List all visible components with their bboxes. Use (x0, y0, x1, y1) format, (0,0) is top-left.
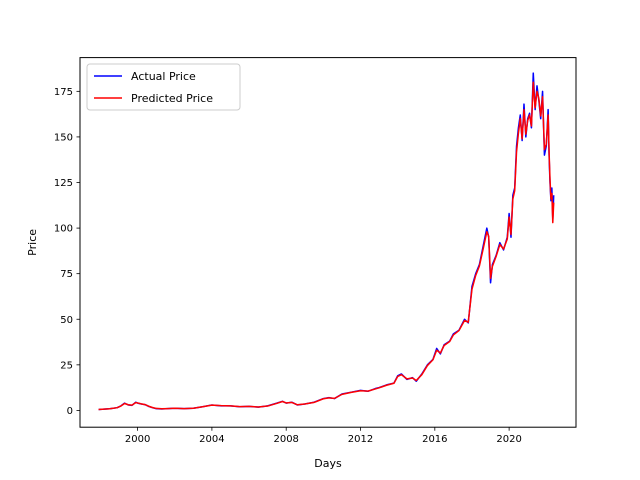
plot-frame (79, 57, 577, 428)
y-tick-label: 100 (54, 224, 73, 235)
x-tick-label: 2004 (199, 434, 224, 445)
x-tick-label: 2012 (348, 434, 373, 445)
y-tick-label: 150 (54, 132, 73, 143)
y-tick-label: 0 (67, 406, 73, 417)
y-tick-label: 50 (60, 315, 73, 326)
series-line-predicted-price (98, 81, 555, 411)
x-tick-label: 2000 (125, 434, 150, 445)
series-layer (98, 72, 555, 411)
y-axis-label: Price (26, 229, 39, 256)
y-tick-label: 25 (60, 360, 73, 371)
x-axis-label: Days (314, 457, 342, 470)
legend-box (86, 63, 241, 111)
y-tick-label: 75 (60, 269, 73, 280)
x-tick-label: 2020 (496, 434, 521, 445)
y-tick-label: 175 (54, 87, 73, 98)
y-axis: 0 25 50 75 100 125 150 175 (54, 87, 80, 417)
legend: Actual Price Predicted Price (86, 63, 241, 111)
x-tick-label: 2008 (273, 434, 298, 445)
legend-label-actual: Actual Price (131, 70, 196, 83)
x-axis: 2000 2004 2008 2012 2016 2020 (125, 427, 522, 445)
x-tick-label: 2016 (422, 434, 447, 445)
y-tick-label: 125 (54, 178, 73, 189)
legend-label-predicted: Predicted Price (131, 92, 213, 105)
